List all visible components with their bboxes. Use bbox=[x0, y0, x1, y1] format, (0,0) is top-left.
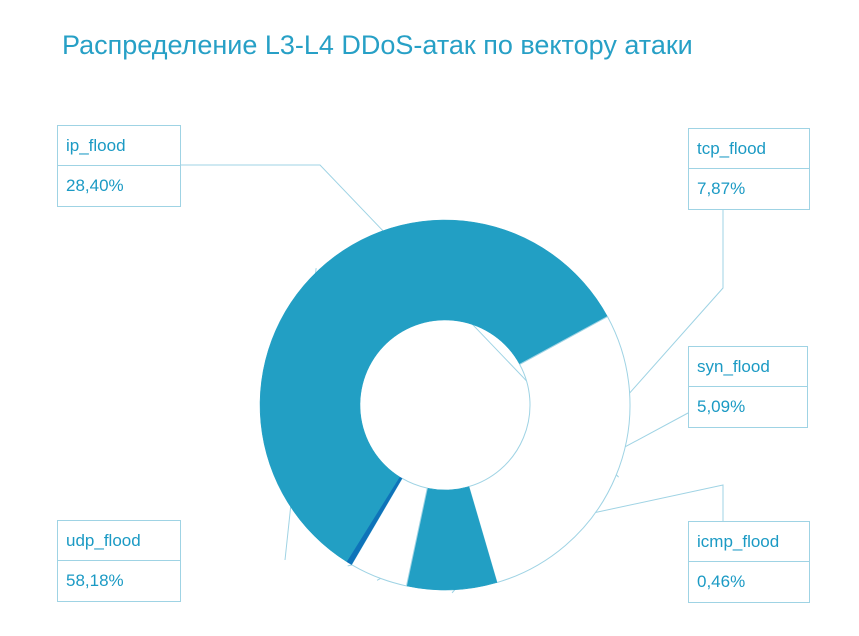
label-value: 7,87% bbox=[697, 179, 746, 198]
label-category: syn_flood bbox=[689, 347, 807, 387]
label-value: 28,40% bbox=[66, 176, 124, 195]
slice-ip-flood bbox=[468, 315, 631, 584]
label-category: tcp_flood bbox=[689, 129, 809, 169]
slice-icmp-flood bbox=[346, 476, 403, 565]
chart-title: Распределение L3-L4 DDoS-атак по вектору… bbox=[62, 30, 693, 60]
label-category: ip_flood bbox=[58, 126, 180, 166]
slice-udp-flood bbox=[259, 219, 608, 563]
label-category: udp_flood bbox=[58, 521, 180, 561]
label-category: icmp_flood bbox=[689, 522, 809, 562]
label-value: 58,18% bbox=[66, 571, 124, 590]
label-box-udp-flood: udp_flood 58,18% bbox=[57, 520, 181, 602]
label-box-tcp-flood: tcp_flood 7,87% bbox=[688, 128, 810, 210]
label-value: 5,09% bbox=[697, 397, 746, 416]
leader-line-ip-flood bbox=[181, 164, 619, 478]
donut-slices bbox=[259, 219, 631, 591]
label-box-ip-flood: ip_flood 28,40% bbox=[57, 125, 181, 207]
label-value: 0,46% bbox=[697, 572, 746, 591]
label-box-icmp-flood: icmp_flood 0,46% bbox=[688, 521, 810, 603]
label-box-syn-flood: syn_flood 5,09% bbox=[688, 346, 808, 428]
